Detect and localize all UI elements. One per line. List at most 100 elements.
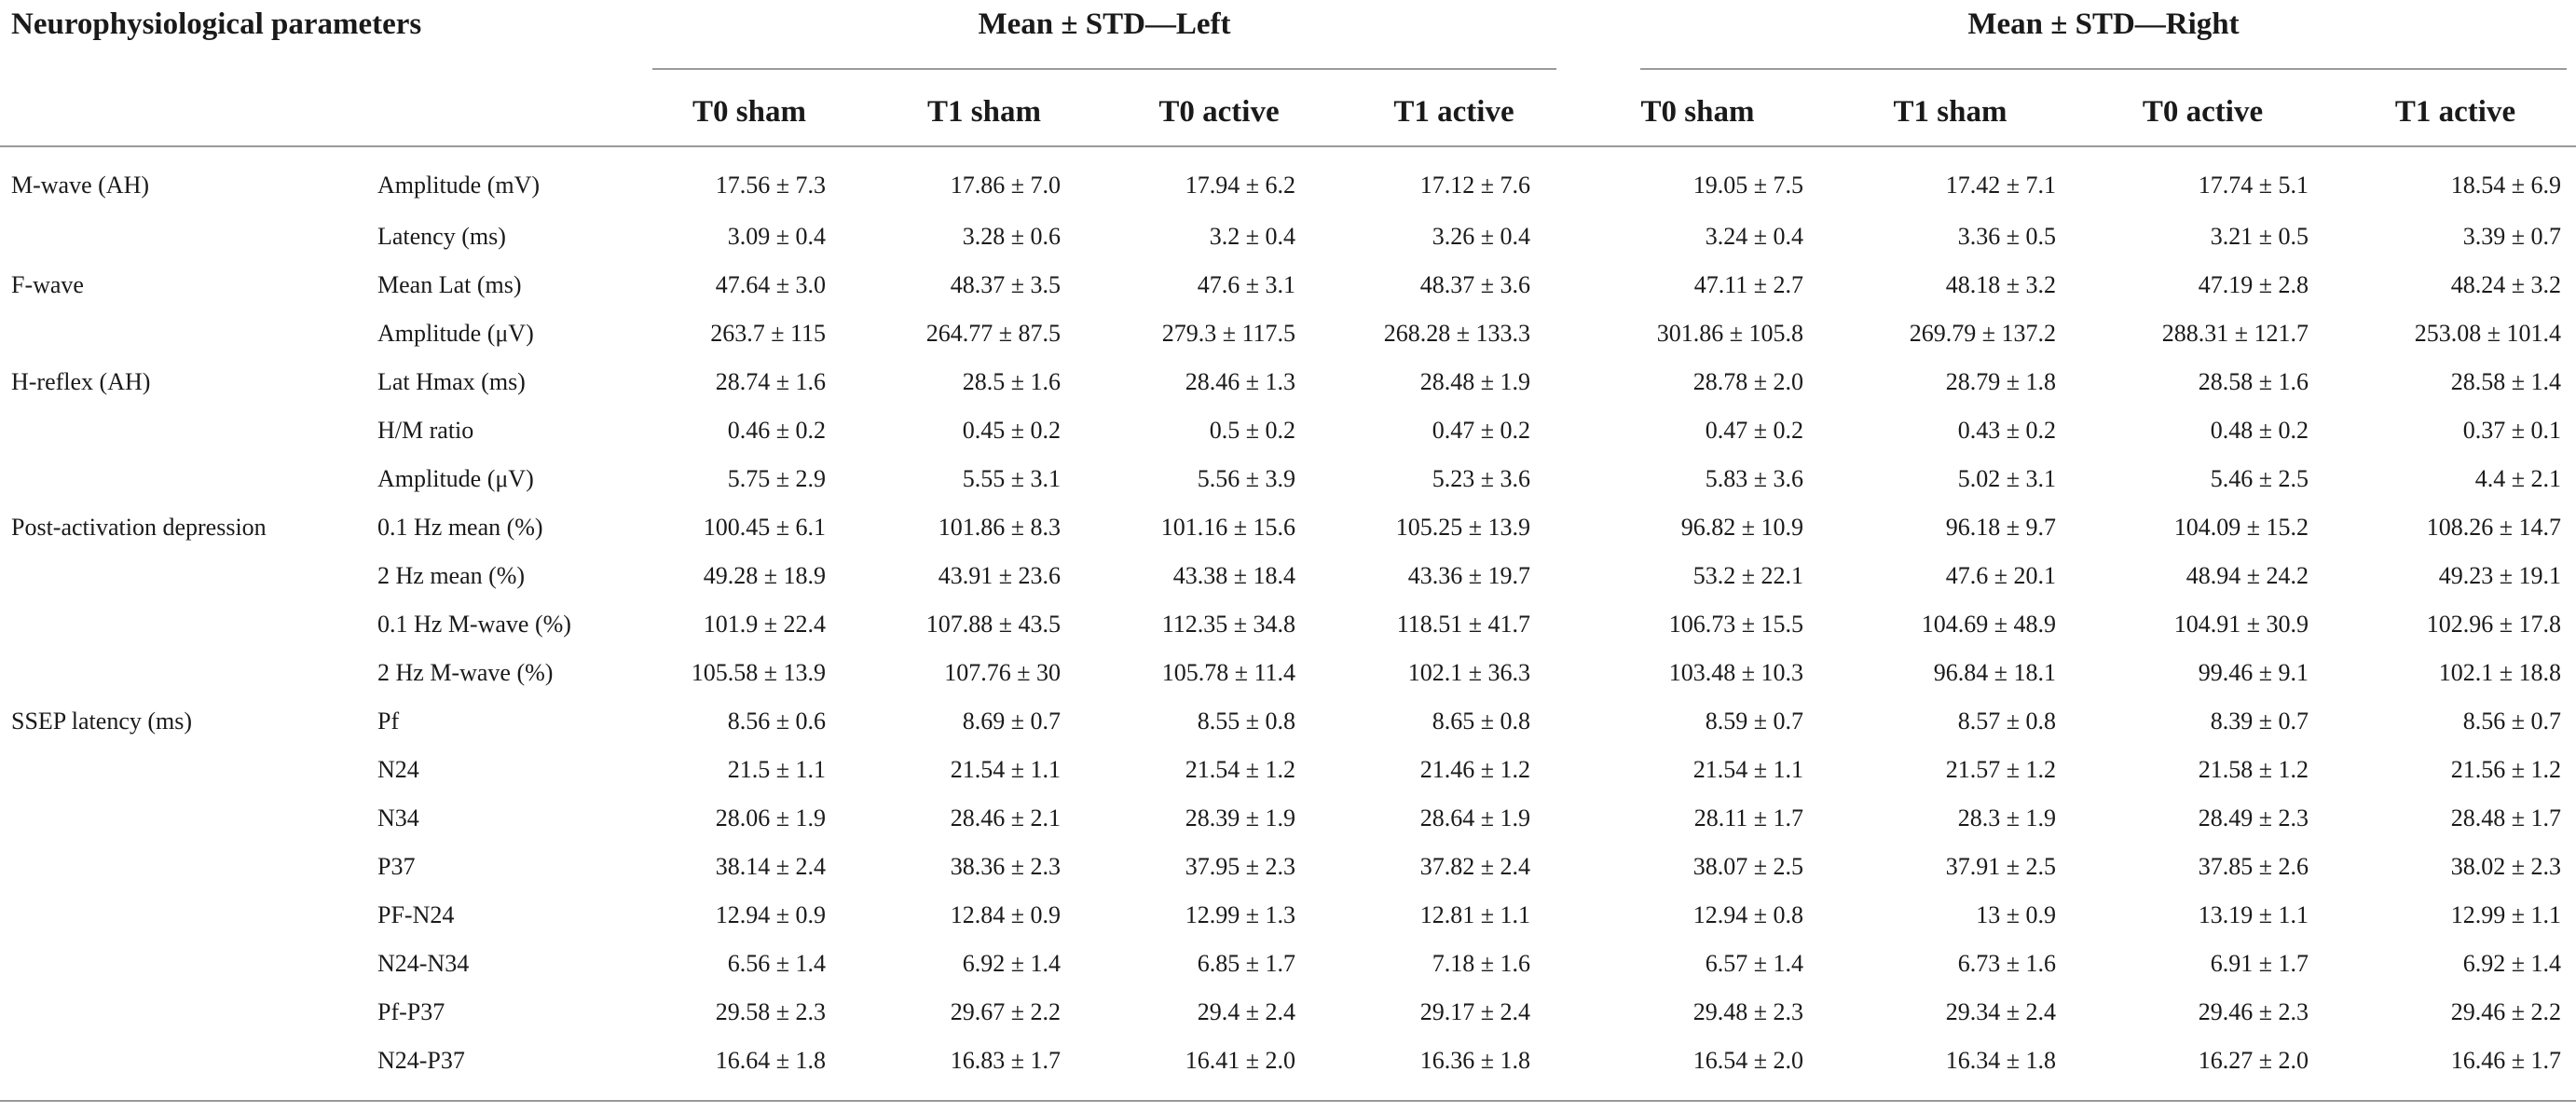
table-cell-value: 0.37 ± 0.1 (2462, 417, 2561, 444)
table-cell-value: 43.91 ± 23.6 (938, 562, 1061, 589)
table-cell-value: 5.55 ± 3.1 (962, 465, 1061, 492)
table-cell-value: 106.73 ± 15.5 (1668, 611, 1803, 638)
table-cell-value: 253.08 ± 101.4 (2414, 320, 2561, 347)
table-cell-value: 3.2 ± 0.4 (1209, 223, 1295, 250)
table-cell-value: 38.07 ± 2.5 (1692, 853, 1803, 880)
table-cell-value: 107.76 ± 30 (944, 659, 1061, 686)
table-row: PF-N24 12.94 ± 0.9 12.84 ± 0.9 12.99 ± 1.3 1… (0, 891, 2576, 940)
table-cell-value: 0.46 ± 0.2 (727, 417, 826, 444)
table-cell-value: 107.88 ± 43.5 (925, 611, 1061, 638)
column-header-left-t0-sham: T0 sham (632, 78, 867, 147)
table-body: M-wave (AH) Amplitude (mV) 17.56 ± 7.3 17.8… (0, 146, 2576, 1085)
table-row: Latency (ms) 3.09 ± 0.4 3.28 ± 0.6 3.2 ± 0.… (0, 213, 2576, 261)
table-row: 0.1 Hz M-wave (%) 101.9 ± 22.4 107.88 ± 43… (0, 600, 2576, 649)
table-row: H/M ratio 0.46 ± 0.2 0.45 ± 0.2 0.5 ± 0.2 0.… (0, 406, 2576, 455)
table-cell-value: 38.14 ± 2.4 (715, 853, 826, 880)
table-cell-value: 16.27 ± 2.0 (2198, 1047, 2309, 1074)
row-parameter (0, 891, 366, 940)
row-measure: 0.1 Hz mean (%) (377, 514, 543, 541)
table-cell-value: 18.54 ± 6.9 (2450, 172, 2561, 199)
table-cell-value: 38.36 ± 2.3 (950, 853, 1061, 880)
table-cell-value: 102.1 ± 36.3 (1407, 659, 1530, 686)
table-cell-value: 28.06 ± 1.9 (715, 804, 826, 831)
table-cell-value: 21.58 ± 1.2 (2198, 756, 2309, 783)
table-cell-value: 105.25 ± 13.9 (1395, 514, 1530, 541)
table-cell-value: 101.16 ± 15.6 (1160, 514, 1295, 541)
row-measure: Pf-P37 (377, 998, 445, 1025)
table-cell-value: 16.46 ± 1.7 (2450, 1047, 2561, 1074)
row-measure: 2 Hz M-wave (%) (377, 659, 554, 686)
row-parameter (0, 213, 366, 261)
table-cell-value: 5.75 ± 2.9 (727, 465, 826, 492)
table-cell-value: 264.77 ± 87.5 (925, 320, 1061, 347)
table-cell-value: 28.3 ± 1.9 (1957, 804, 2056, 831)
row-parameter: H-reflex (AH) (11, 368, 151, 395)
table-cell-value: 17.94 ± 6.2 (1185, 172, 1295, 199)
row-parameter (0, 940, 366, 988)
table-cell-value: 96.18 ± 9.7 (1945, 514, 2056, 541)
row-measure: Pf (377, 708, 400, 735)
table-cell-value: 269.79 ± 137.2 (1909, 320, 2056, 347)
table-cell-value: 8.57 ± 0.8 (1957, 708, 2056, 735)
table-row: N24 21.5 ± 1.1 21.54 ± 1.1 21.54 ± 1.2 21.46… (0, 746, 2576, 794)
row-parameter (0, 552, 366, 600)
table-row: N34 28.06 ± 1.9 28.46 ± 2.1 28.39 ± 1.9 28.6… (0, 794, 2576, 843)
column-header-right-t0-sham: T0 sham (1571, 78, 1824, 147)
table-cell-value: 12.99 ± 1.1 (2450, 901, 2561, 928)
table-cell-value: 102.96 ± 17.8 (2426, 611, 2561, 638)
table-cell-value: 12.81 ± 1.1 (1419, 901, 1530, 928)
table-row: H-reflex (AH) Lat Hmax (ms) 28.74 ± 1.6 28.… (0, 358, 2576, 406)
table-cell-value: 21.54 ± 1.1 (950, 756, 1061, 783)
table-cell-value: 16.83 ± 1.7 (950, 1047, 1061, 1074)
column-header-left-t1-sham: T1 sham (867, 78, 1102, 147)
table-cell-value: 19.05 ± 7.5 (1692, 172, 1803, 199)
table-cell-value: 37.91 ± 2.5 (1945, 853, 2056, 880)
table-cell-value: 5.23 ± 3.6 (1432, 465, 1530, 492)
table-cell-value: 49.28 ± 18.9 (703, 562, 826, 589)
row-parameter (0, 843, 366, 891)
table-cell-value: 101.86 ± 8.3 (938, 514, 1061, 541)
table-row: N24-N34 6.56 ± 1.4 6.92 ± 1.4 6.85 ± 1.7 7.1… (0, 940, 2576, 988)
table-cell-value: 29.67 ± 2.2 (950, 998, 1061, 1025)
row-parameter (0, 455, 366, 503)
table-cell-value: 3.21 ± 0.5 (2210, 223, 2309, 250)
row-parameter (0, 988, 366, 1037)
table-cell-value: 3.24 ± 0.4 (1705, 223, 1803, 250)
table-cell-value: 3.39 ± 0.7 (2462, 223, 2561, 250)
table-cell-value: 118.51 ± 41.7 (1396, 611, 1530, 638)
table-cell-value: 21.57 ± 1.2 (1945, 756, 2056, 783)
table-cell-value: 103.48 ± 10.3 (1668, 659, 1803, 686)
table-cell-value: 100.45 ± 6.1 (703, 514, 826, 541)
row-measure: Mean Lat (ms) (377, 271, 522, 298)
table-cell-value: 29.17 ± 2.4 (1419, 998, 1530, 1025)
table-cell-value: 28.78 ± 2.0 (1692, 368, 1803, 395)
table-cell-value: 112.35 ± 34.8 (1161, 611, 1295, 638)
table-cell-value: 49.23 ± 19.1 (2438, 562, 2561, 589)
table-cell-value: 0.48 ± 0.2 (2210, 417, 2309, 444)
table-cell-value: 21.54 ± 1.2 (1185, 756, 1295, 783)
table-cell-value: 6.85 ± 1.7 (1197, 950, 1295, 977)
table-cell-value: 0.45 ± 0.2 (962, 417, 1061, 444)
row-measure: N24-P37 (377, 1047, 465, 1074)
table-cell-value: 48.94 ± 24.2 (2185, 562, 2309, 589)
table-cell-value: 28.58 ± 1.4 (2450, 368, 2561, 395)
table-cell-value: 105.58 ± 13.9 (691, 659, 826, 686)
table-cell-value: 5.02 ± 3.1 (1957, 465, 2056, 492)
table-cell-value: 43.36 ± 19.7 (1407, 562, 1530, 589)
group-rule-left (652, 68, 1556, 70)
table-cell-value: 104.09 ± 15.2 (2173, 514, 2309, 541)
table-cell-value: 3.26 ± 0.4 (1432, 223, 1530, 250)
table-cell-value: 4.4 ± 2.1 (2474, 465, 2561, 492)
table-cell-value: 0.5 ± 0.2 (1209, 417, 1295, 444)
column-header-row: T0 sham T1 sham T0 active T1 active T0 s… (0, 78, 2576, 147)
table-cell-value: 96.84 ± 18.1 (1933, 659, 2056, 686)
table-cell-value: 37.95 ± 2.3 (1185, 853, 1295, 880)
table-cell-value: 104.91 ± 30.9 (2173, 611, 2309, 638)
table-cell-value: 47.6 ± 20.1 (1945, 562, 2056, 589)
table-cell-value: 5.46 ± 2.5 (2210, 465, 2309, 492)
table-cell-value: 8.59 ± 0.7 (1705, 708, 1803, 735)
table-cell-value: 6.56 ± 1.4 (727, 950, 826, 977)
table-cell-value: 5.83 ± 3.6 (1705, 465, 1803, 492)
table-cell-value: 8.69 ± 0.7 (962, 708, 1061, 735)
column-header-blank (366, 78, 632, 147)
